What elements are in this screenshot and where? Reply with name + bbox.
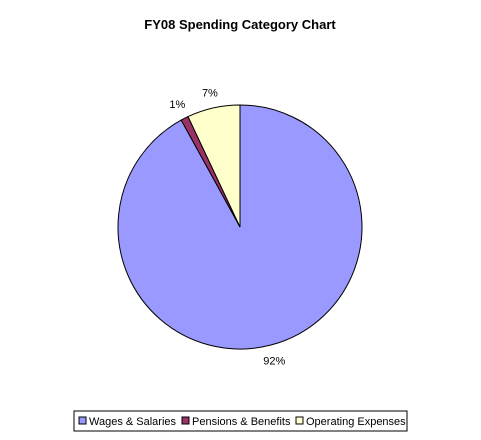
- data-labels: 92% 1% 7%: [169, 87, 285, 367]
- legend-swatch-pensions-and-benefits: [181, 416, 190, 425]
- legend: Wages & Salaries Pensions & Benefits Opera…: [73, 410, 408, 432]
- chart-title: FY08 Spending Category Chart: [144, 17, 336, 32]
- pie-slice-operating-expenses: [187, 104, 241, 228]
- legend-label-operating-expenses: Operating Expenses: [306, 416, 406, 428]
- legend-swatch-wages-and-salaries: [78, 416, 87, 425]
- legend-label-pensions-and-benefits: Pensions & Benefits: [192, 416, 291, 428]
- pie-slices: [117, 104, 363, 350]
- data-label-wages-and-salaries: 92%: [263, 356, 285, 368]
- legend-swatch-operating-expenses: [295, 416, 304, 425]
- data-label-operating-expenses: 7%: [202, 87, 218, 99]
- legend-label-wages-and-salaries: Wages & Salaries: [89, 416, 177, 428]
- legend-box: [73, 410, 408, 432]
- data-label-pensions-and-benefits: 1%: [169, 99, 185, 111]
